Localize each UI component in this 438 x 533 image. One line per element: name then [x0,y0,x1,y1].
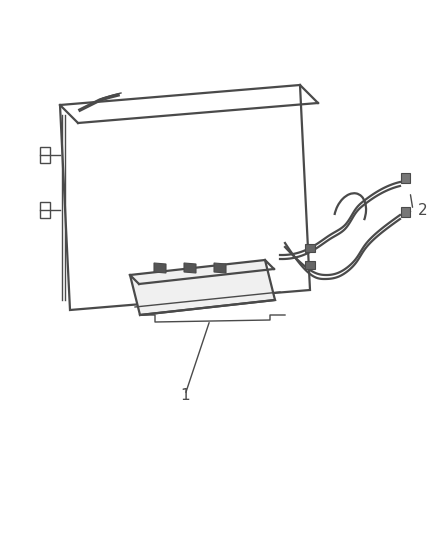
Polygon shape [305,244,315,252]
Polygon shape [184,263,196,273]
Polygon shape [401,173,410,183]
Polygon shape [214,263,226,273]
Text: 2: 2 [418,203,427,218]
Polygon shape [130,260,275,315]
Text: 1: 1 [180,388,190,403]
Polygon shape [305,261,315,269]
Polygon shape [401,207,410,217]
Polygon shape [154,263,166,273]
